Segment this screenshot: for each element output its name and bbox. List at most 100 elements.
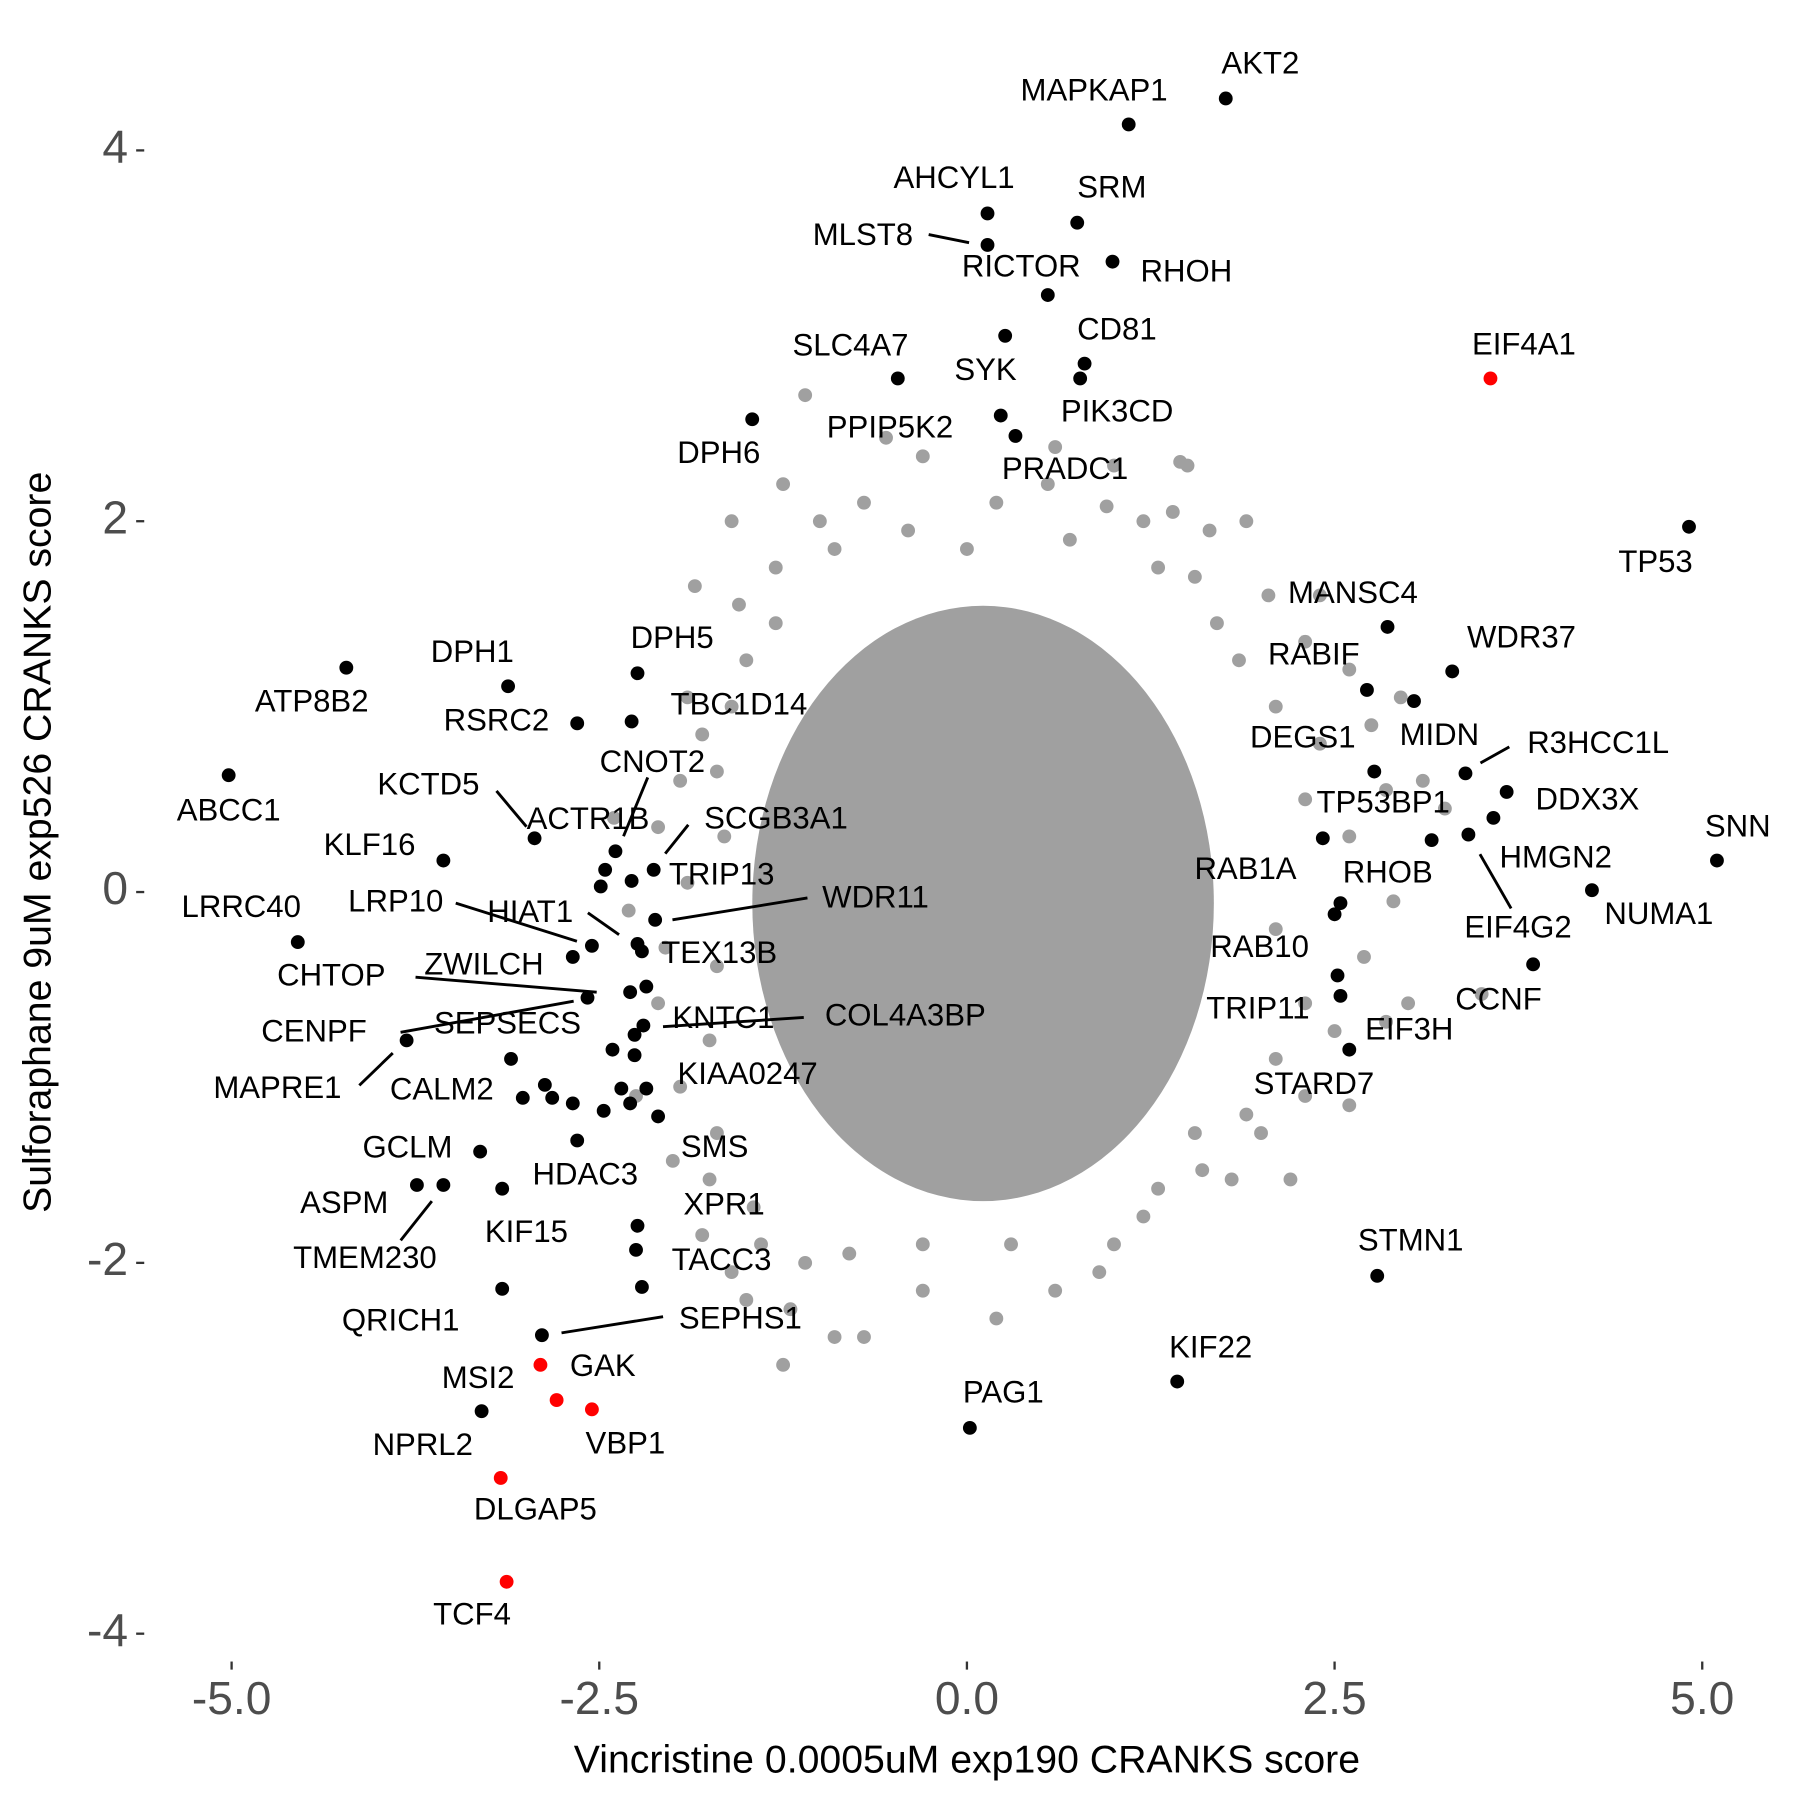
point-label: TP53 bbox=[1618, 544, 1692, 579]
point bbox=[1298, 792, 1313, 807]
point bbox=[1333, 988, 1348, 1003]
point-label: RABIF bbox=[1268, 637, 1360, 672]
point bbox=[1099, 499, 1114, 514]
point-label: PRADC1 bbox=[1002, 451, 1128, 486]
point bbox=[724, 699, 739, 714]
point bbox=[1073, 371, 1088, 386]
point bbox=[1187, 1126, 1202, 1140]
point bbox=[1486, 810, 1501, 825]
point bbox=[1107, 1237, 1121, 1252]
point-label: QRICH1 bbox=[342, 1303, 460, 1338]
point bbox=[1330, 968, 1345, 983]
point-label: KNTC1 bbox=[672, 1000, 774, 1035]
y-tick-label: 4 bbox=[102, 121, 128, 173]
point bbox=[724, 514, 739, 529]
point-label: WDR11 bbox=[822, 879, 929, 914]
point bbox=[776, 477, 791, 492]
point bbox=[842, 1246, 857, 1261]
point bbox=[1526, 957, 1541, 972]
point bbox=[501, 679, 516, 694]
point-label: SEPHS1 bbox=[679, 1300, 802, 1335]
point bbox=[1165, 505, 1180, 519]
point bbox=[1364, 718, 1379, 733]
point-label: EIF4G2 bbox=[1464, 909, 1571, 944]
point bbox=[1298, 634, 1313, 649]
point bbox=[1458, 766, 1473, 781]
point bbox=[1136, 514, 1151, 529]
point-density bbox=[752, 605, 1214, 1202]
point-label: STMN1 bbox=[1358, 1223, 1464, 1258]
point-label: KIF22 bbox=[1169, 1329, 1252, 1364]
point bbox=[1170, 1374, 1185, 1389]
x-tick-label: 5.0 bbox=[1670, 1672, 1734, 1724]
point-label: XPR1 bbox=[683, 1186, 764, 1221]
point-label: R3HCC1L bbox=[1527, 725, 1669, 760]
point bbox=[584, 1402, 599, 1417]
point bbox=[1224, 1172, 1239, 1187]
point bbox=[495, 1281, 510, 1296]
point bbox=[989, 495, 1004, 510]
point bbox=[651, 820, 666, 835]
point-label: PAG1 bbox=[963, 1375, 1044, 1410]
point bbox=[627, 1048, 642, 1063]
point bbox=[1151, 1181, 1166, 1196]
point bbox=[624, 714, 639, 729]
point bbox=[695, 1228, 710, 1242]
point bbox=[630, 666, 645, 681]
point bbox=[629, 1242, 643, 1257]
point-cloud-layer bbox=[607, 388, 1489, 1372]
point bbox=[627, 1027, 642, 1042]
point-label: KLF16 bbox=[324, 827, 416, 862]
point bbox=[1048, 1283, 1063, 1298]
point bbox=[570, 716, 585, 731]
point bbox=[436, 1178, 451, 1192]
point bbox=[474, 1404, 489, 1419]
point-label: CHTOP bbox=[277, 957, 385, 992]
point bbox=[901, 523, 916, 538]
point bbox=[1040, 288, 1055, 302]
point bbox=[614, 1081, 629, 1096]
point bbox=[798, 1255, 813, 1270]
point bbox=[1195, 1163, 1210, 1178]
point bbox=[702, 1172, 717, 1187]
point-label: SMS bbox=[681, 1129, 748, 1164]
point bbox=[1342, 1098, 1357, 1113]
point-label: MANSC4 bbox=[1288, 575, 1418, 610]
point bbox=[1004, 1237, 1018, 1252]
point bbox=[570, 1133, 585, 1148]
leader-line bbox=[622, 776, 650, 837]
point bbox=[857, 1330, 871, 1344]
point bbox=[596, 1103, 611, 1118]
point bbox=[621, 903, 636, 918]
point bbox=[1070, 215, 1085, 230]
point-label: HMGN2 bbox=[1499, 840, 1611, 875]
point bbox=[646, 862, 661, 877]
point bbox=[545, 1090, 560, 1105]
point bbox=[339, 660, 354, 675]
point-label: RAB1A bbox=[1194, 851, 1296, 886]
point bbox=[746, 1200, 761, 1215]
y-tick-label: 2 bbox=[102, 491, 128, 543]
x-tick-label: -2.5 bbox=[560, 1672, 640, 1724]
point bbox=[673, 773, 688, 788]
point bbox=[399, 1033, 414, 1048]
point-label: CALM2 bbox=[390, 1071, 494, 1106]
point-label: GCLM bbox=[362, 1130, 452, 1165]
point bbox=[768, 616, 783, 631]
point bbox=[607, 810, 621, 825]
point bbox=[1379, 1014, 1393, 1029]
y-tick-label: 0 bbox=[102, 862, 128, 914]
point-label: HIAT1 bbox=[487, 894, 573, 929]
point bbox=[1393, 690, 1408, 705]
point-label: DPH5 bbox=[631, 620, 714, 655]
point bbox=[665, 1153, 680, 1168]
leader-line bbox=[928, 233, 970, 245]
point bbox=[1360, 683, 1374, 697]
x-tick-label: 0.0 bbox=[935, 1672, 999, 1724]
point bbox=[1092, 1265, 1107, 1280]
point-label: SYK bbox=[954, 352, 1017, 387]
point bbox=[1461, 827, 1476, 842]
leader-line bbox=[1479, 745, 1511, 765]
point-label: NUMA1 bbox=[1604, 896, 1713, 931]
point-label: SCGB3A1 bbox=[704, 800, 848, 835]
